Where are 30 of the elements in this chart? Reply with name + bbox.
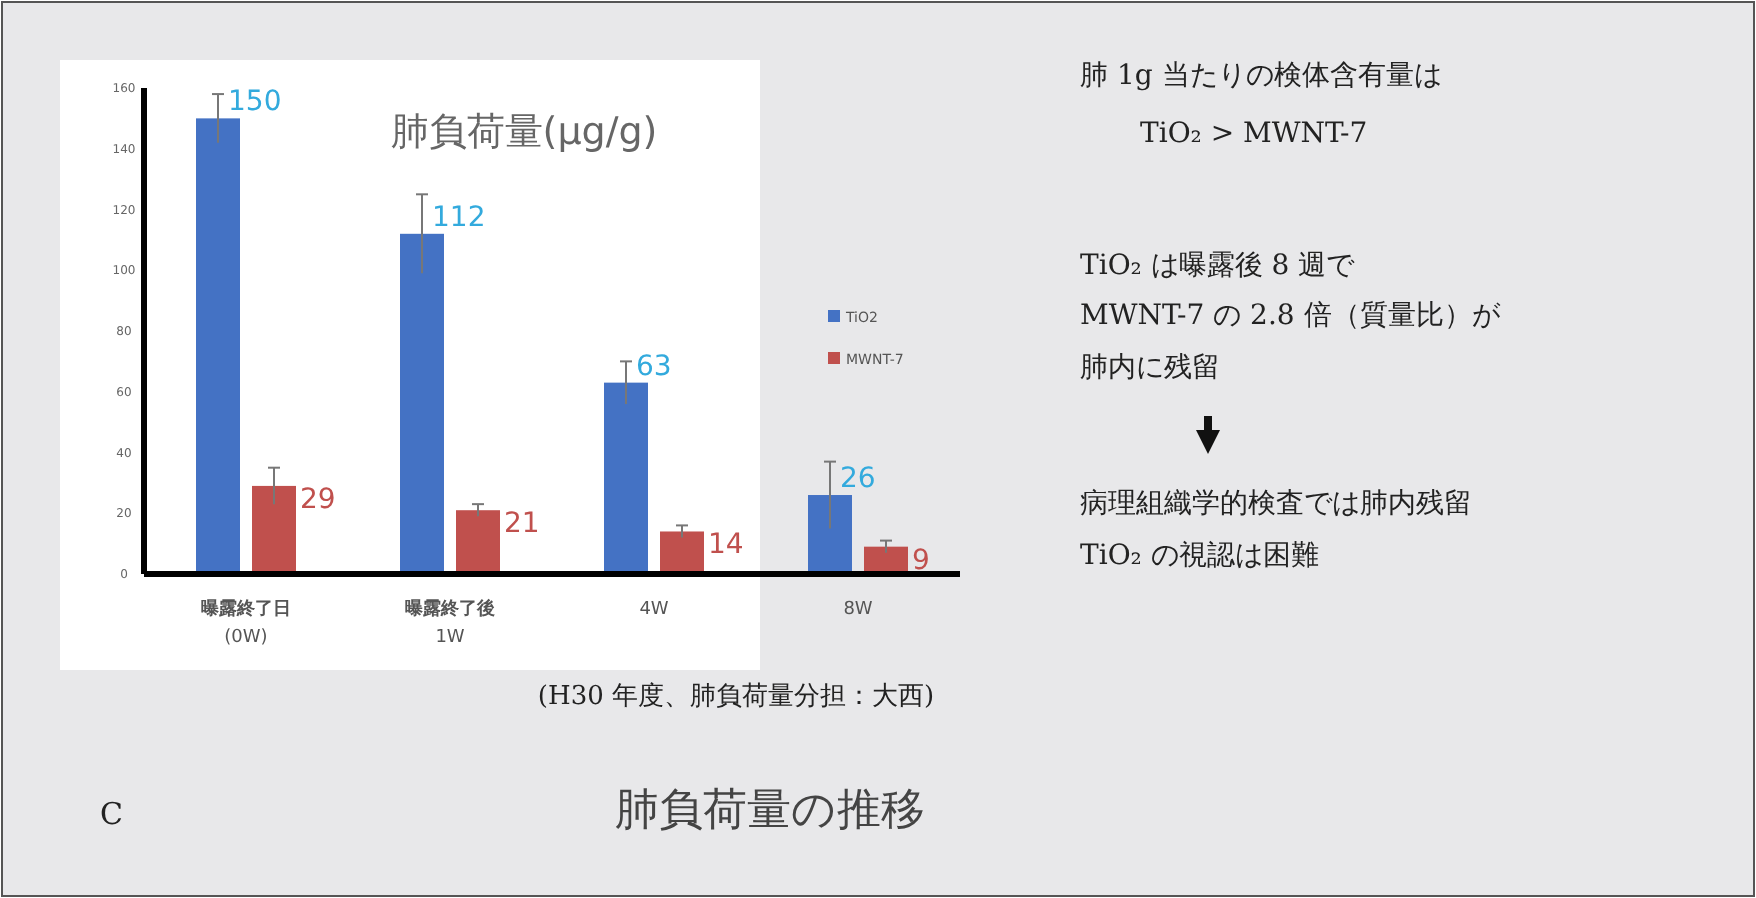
bar (400, 233, 444, 574)
data-label: 29 (300, 483, 336, 516)
data-label: 150 (228, 86, 282, 119)
data-label: 63 (636, 350, 672, 383)
text: TiO₂ > MWNT-7 (1140, 118, 1368, 150)
data-label: 14 (708, 529, 744, 562)
text: 肺内に残留 (1080, 352, 1220, 384)
bar (660, 531, 704, 574)
text: 肺 1g 当たりの検体含有量は (1080, 60, 1442, 92)
bar (252, 485, 296, 574)
data-label: 112 (432, 201, 486, 234)
text: (H30 年度、肺負荷量分担：大西) (537, 680, 935, 712)
text: MWNT-7 の 2.8 倍（質量比）が (1080, 300, 1502, 332)
bar (604, 382, 648, 574)
text: 肺負荷量の推移 (615, 786, 925, 836)
x-tick-label: 曝露終了日 (0W) (201, 598, 291, 648)
bar (808, 495, 852, 574)
text: TiO₂ の視認は困難 (1080, 540, 1319, 572)
data-label: 9 (912, 544, 930, 577)
x-tick-label: 曝露終了後 1W (405, 598, 497, 648)
bar (196, 118, 240, 574)
x-tick-label: 8W (843, 600, 873, 620)
text: 病理組織学的検査では肺内残留 (1080, 488, 1472, 520)
data-label: 26 (840, 463, 876, 496)
text: 肺負荷量(μg/g) (390, 110, 658, 154)
data-label: 21 (504, 508, 540, 541)
x-tick-label: 4W (639, 600, 669, 620)
text: TiO₂ は曝露後 8 週で (1080, 250, 1357, 282)
bar (456, 510, 500, 574)
text: C (100, 796, 123, 832)
